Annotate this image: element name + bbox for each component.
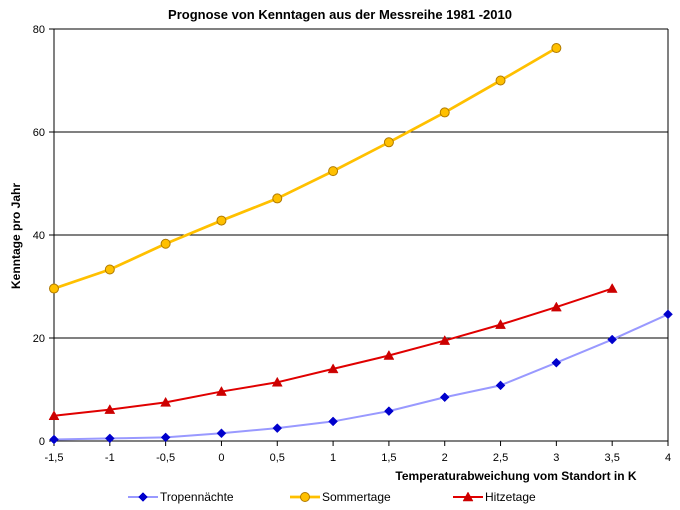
data-point-tropenn-chte-5 — [328, 416, 338, 427]
x-tick-label-8: 2,5 — [493, 452, 508, 464]
data-point-hitzetage-0 — [48, 410, 60, 421]
data-point-hitzetage-1 — [104, 404, 116, 414]
chart-title: Prognose von Kenntagen aus der Messreihe… — [168, 7, 512, 22]
y-axis-label: Kenntage pro Jahr — [9, 183, 23, 289]
x-tick-label-6: 1,5 — [381, 452, 396, 464]
y-tick-label-40: 40 — [33, 230, 45, 242]
x-tick-label-7: 2 — [442, 452, 448, 464]
legend-item-tropenn-chte: Tropennächte — [128, 490, 234, 504]
y-tick-label-0: 0 — [39, 436, 45, 448]
data-point-tropenn-chte-9 — [551, 357, 562, 368]
data-point-hitzetage-9 — [550, 301, 562, 312]
legend-item-hitzetage: Hitzetage — [453, 490, 536, 504]
series-line-hitzetage — [53, 287, 613, 417]
data-point-tropenn-chte-6 — [384, 406, 394, 416]
data-point-tropenn-chte-3 — [216, 428, 227, 439]
data-point-tropenn-chte-11 — [663, 309, 673, 320]
legend-item-sommertage: Sommertage — [290, 490, 391, 504]
x-tick-label-11: 4 — [665, 452, 671, 464]
data-point-sommertage-1 — [104, 264, 115, 275]
y-tick-label-60: 60 — [33, 127, 45, 139]
series-tropenn-chte — [49, 309, 673, 445]
x-tick-label-9: 3 — [553, 452, 559, 464]
x-tick-label-0: -1,5 — [45, 452, 64, 464]
data-point-sommertage-3 — [216, 215, 227, 226]
data-point-sommertage-8 — [495, 75, 506, 86]
x-tick-label-2: -0,5 — [156, 452, 175, 464]
data-point-tropenn-chte-2 — [160, 432, 171, 443]
data-point-tropenn-chte-4 — [272, 423, 283, 433]
y-tick-label-20: 20 — [33, 333, 45, 345]
series-group — [48, 43, 673, 445]
data-point-hitzetage-3 — [216, 386, 227, 396]
data-point-sommertage-5 — [328, 166, 339, 177]
x-axis-ticks: -1,5 -1 -0,5 0 0,5 1 1,5 2 2,5 3 3,5 4 — [45, 441, 671, 464]
data-point-tropenn-chte-7 — [439, 392, 450, 403]
y-axis-ticks: 0 20 40 60 80 — [33, 24, 54, 448]
data-point-hitzetage-8 — [495, 319, 506, 329]
data-point-hitzetage-5 — [327, 363, 339, 374]
data-point-hitzetage-6 — [383, 349, 395, 360]
x-tick-label-1: -1 — [105, 452, 115, 464]
data-point-tropenn-chte-1 — [104, 433, 115, 444]
y-tick-label-80: 80 — [33, 24, 45, 36]
series-hitzetage — [48, 283, 618, 421]
data-point-hitzetage-7 — [439, 335, 451, 345]
legend: Tropennächte Sommertage Hitzetage — [128, 490, 536, 504]
data-point-sommertage-0 — [49, 283, 59, 294]
legend-swatch-marker-sommertage — [300, 492, 310, 502]
legend-label-tropenn-chte: Tropennächte — [160, 490, 234, 504]
data-point-tropenn-chte-0 — [49, 434, 59, 445]
data-point-hitzetage-4 — [271, 376, 283, 387]
data-point-sommertage-9 — [551, 43, 562, 54]
data-point-hitzetage-10 — [606, 283, 618, 293]
data-point-tropenn-chte-8 — [495, 380, 506, 391]
data-point-sommertage-2 — [160, 238, 171, 249]
x-tick-label-5: 1 — [330, 452, 336, 464]
data-point-sommertage-4 — [272, 193, 283, 204]
x-tick-label-3: 0 — [218, 452, 224, 464]
legend-label-hitzetage: Hitzetage — [485, 490, 536, 504]
legend-swatch-marker-tropenn-chte — [138, 492, 148, 502]
x-tick-label-10: 3,5 — [605, 452, 620, 464]
data-point-hitzetage-2 — [160, 396, 172, 407]
series-sommertage — [49, 43, 562, 294]
data-point-tropenn-chte-10 — [607, 334, 618, 345]
series-line-sommertage — [53, 46, 558, 290]
data-point-sommertage-7 — [439, 107, 450, 118]
x-tick-label-4: 0,5 — [270, 452, 285, 464]
series-line-tropenn-chte — [53, 313, 669, 441]
data-point-sommertage-6 — [383, 137, 394, 148]
x-axis-label: Temperaturabweichung vom Standort in K — [395, 469, 636, 483]
legend-swatch-marker-hitzetage — [462, 491, 474, 502]
legend-label-sommertage: Sommertage — [322, 490, 391, 504]
gridlines — [54, 28, 668, 339]
